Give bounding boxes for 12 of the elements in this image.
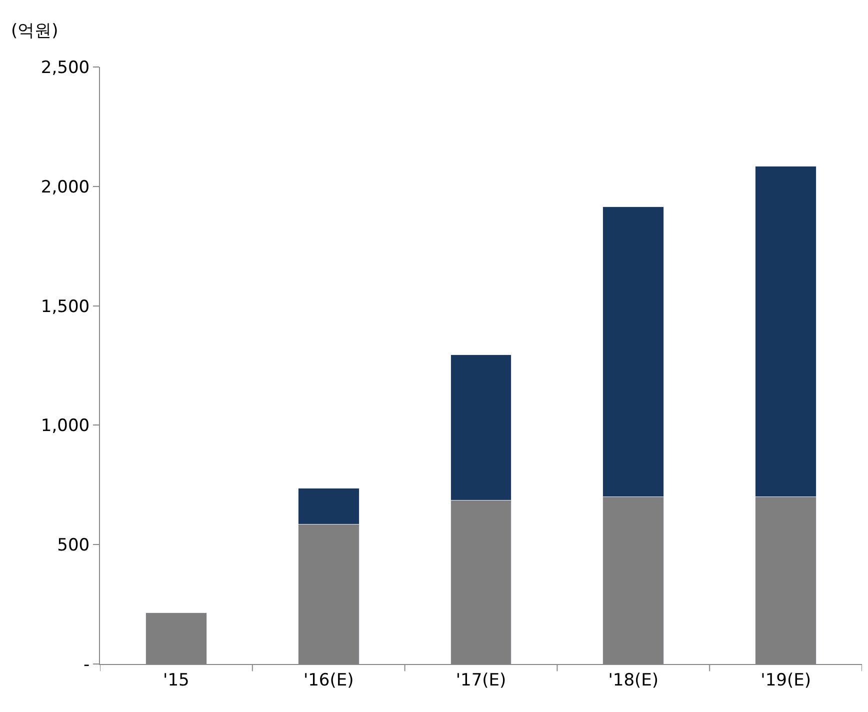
x-tick-label: '18(E) bbox=[608, 670, 659, 690]
x-tick-label: '15 bbox=[163, 670, 190, 690]
x-tick-label: '19(E) bbox=[760, 670, 811, 690]
x-tick-label: '17(E) bbox=[456, 670, 506, 690]
y-tick-label: 1,500 bbox=[40, 296, 90, 317]
y-tick-label: 2,000 bbox=[40, 177, 90, 198]
y-axis-title: (억원) bbox=[11, 21, 58, 41]
x-tick-label: '16(E) bbox=[303, 670, 354, 690]
y-tick-label: 500 bbox=[57, 536, 90, 556]
y-tick-label: 1,000 bbox=[40, 416, 90, 436]
y-tick-label: - bbox=[83, 654, 90, 675]
y-tick-label: 2,500 bbox=[40, 58, 90, 78]
